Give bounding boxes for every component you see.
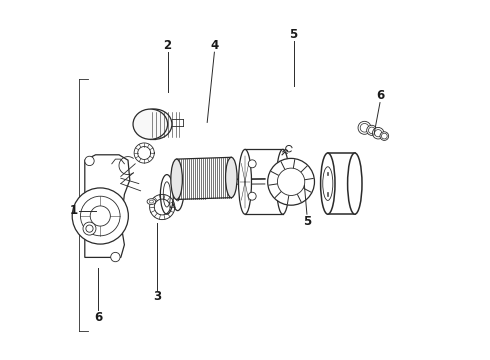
- Ellipse shape: [320, 153, 335, 214]
- Text: 3: 3: [153, 291, 161, 303]
- Ellipse shape: [347, 153, 362, 214]
- Polygon shape: [176, 157, 231, 199]
- Text: 4: 4: [210, 39, 219, 51]
- Ellipse shape: [171, 159, 182, 199]
- Ellipse shape: [276, 149, 289, 214]
- Circle shape: [111, 252, 120, 262]
- Polygon shape: [245, 149, 283, 214]
- Circle shape: [277, 168, 305, 195]
- Ellipse shape: [323, 167, 333, 201]
- Polygon shape: [65, 0, 425, 360]
- Ellipse shape: [239, 149, 251, 214]
- Circle shape: [72, 188, 128, 244]
- Polygon shape: [150, 109, 155, 139]
- Ellipse shape: [137, 109, 172, 139]
- Text: 5: 5: [303, 215, 311, 228]
- Circle shape: [367, 125, 377, 135]
- Polygon shape: [328, 153, 355, 214]
- Ellipse shape: [225, 157, 237, 198]
- Ellipse shape: [163, 182, 171, 207]
- Ellipse shape: [160, 175, 173, 214]
- Circle shape: [372, 127, 384, 139]
- Text: 2: 2: [164, 39, 171, 51]
- Circle shape: [248, 192, 256, 200]
- Circle shape: [248, 160, 256, 168]
- Circle shape: [85, 156, 94, 166]
- Ellipse shape: [133, 109, 168, 139]
- Text: 5: 5: [290, 28, 298, 41]
- Circle shape: [83, 222, 96, 235]
- Polygon shape: [85, 155, 130, 257]
- Text: 6: 6: [376, 89, 384, 102]
- Text: 6: 6: [94, 311, 102, 324]
- Ellipse shape: [171, 164, 184, 211]
- Ellipse shape: [147, 199, 156, 204]
- Circle shape: [358, 121, 371, 134]
- Circle shape: [268, 158, 315, 205]
- Circle shape: [380, 132, 389, 140]
- Text: 1: 1: [70, 204, 78, 217]
- Circle shape: [90, 206, 110, 226]
- Ellipse shape: [174, 174, 181, 201]
